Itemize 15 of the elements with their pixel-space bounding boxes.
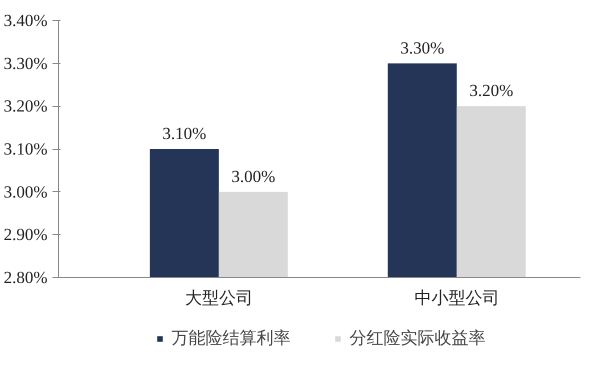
legend-label: 万能险结算利率: [172, 328, 290, 350]
y-tick-label: 3.20%: [4, 96, 48, 116]
y-tick-label: 2.90%: [4, 225, 48, 244]
y-tick-label: 3.30%: [4, 54, 48, 73]
data-label: 3.10%: [162, 124, 206, 143]
data-label: 3.30%: [400, 38, 444, 58]
data-label: 3.20%: [469, 81, 514, 100]
legend-label: 分红险实际收益率: [350, 328, 486, 350]
y-tick-label: 3.00%: [4, 182, 48, 202]
data-label: 3.00%: [231, 166, 276, 186]
y-tick-label: 2.80%: [4, 268, 48, 287]
y-tick-label: 3.10%: [4, 140, 48, 158]
y-tick-label: 3.40%: [4, 11, 48, 30]
x-tick-label: 中小型公司: [414, 288, 500, 308]
x-tick-label: 大型公司: [184, 288, 253, 308]
